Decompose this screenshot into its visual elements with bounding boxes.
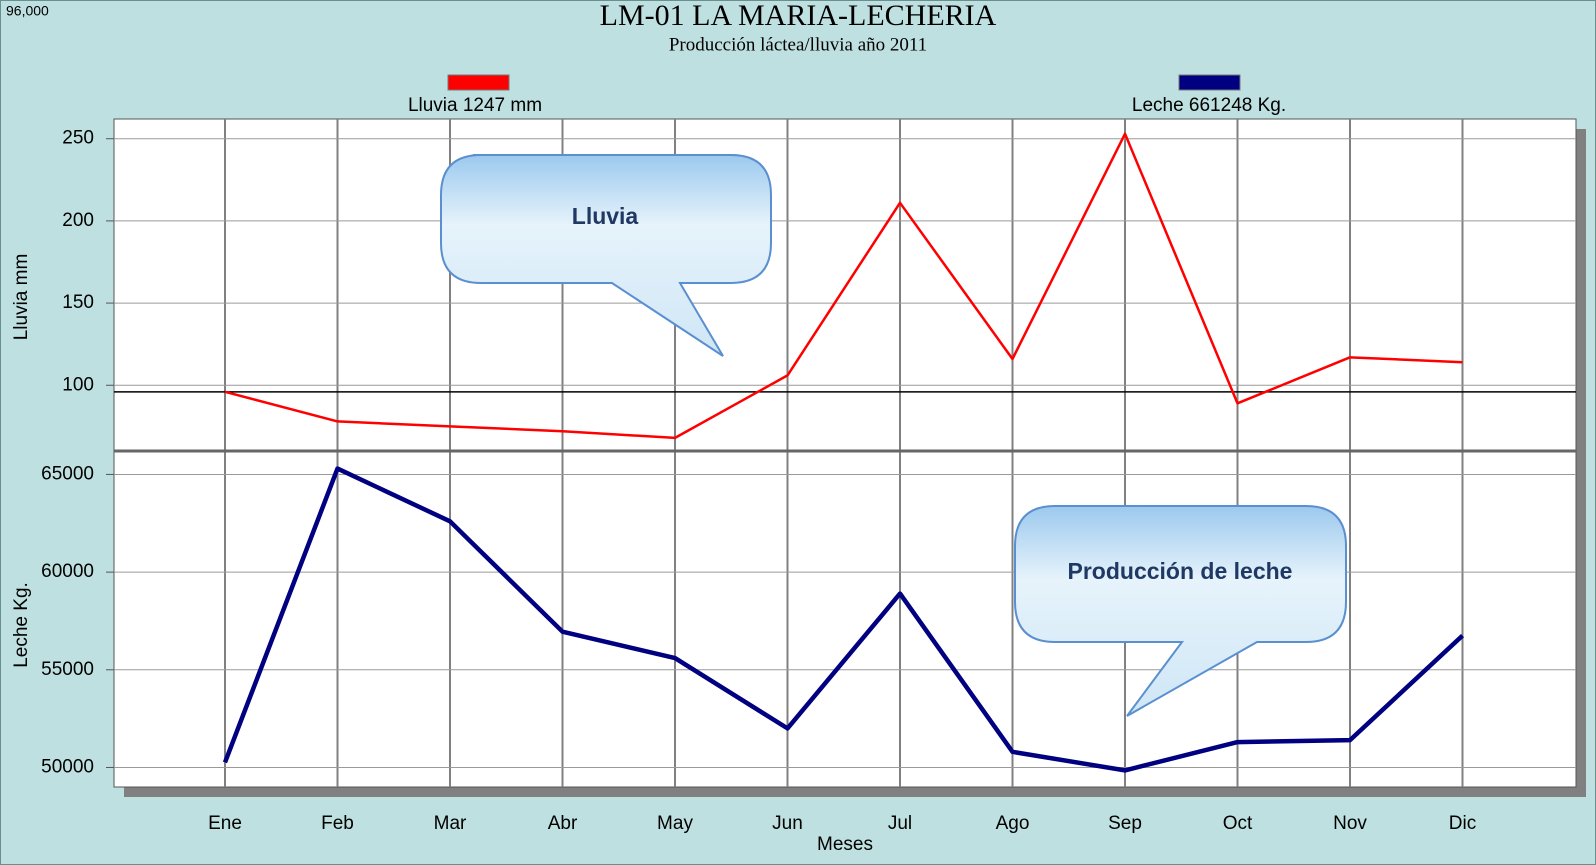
x-tick-label: Nov — [1333, 813, 1367, 834]
y-tick-label: 50000 — [41, 756, 94, 777]
legend-swatch — [447, 74, 510, 91]
cursor-label: 96,000 — [6, 3, 49, 19]
chart-subtitle: Producción láctea/lluvia año 2011 — [669, 34, 927, 55]
x-tick-label: May — [657, 813, 693, 834]
y-tick-label: 55000 — [41, 659, 94, 680]
y-tick-label: 150 — [62, 292, 94, 313]
x-tick-label: Dic — [1449, 813, 1476, 834]
grid — [106, 119, 1576, 787]
legend-swatch — [1178, 74, 1241, 91]
y-tick-label: 200 — [62, 210, 94, 231]
x-tick-label: Sep — [1108, 813, 1142, 834]
y-axis-title: Leche Kg. — [11, 582, 32, 668]
legend-label: Lluvia 1247 mm — [408, 95, 542, 116]
x-tick-label: Oct — [1223, 813, 1253, 834]
line-series — [224, 132, 1463, 440]
line-series — [222, 466, 1465, 773]
plot-area — [113, 118, 1577, 788]
x-tick-label: Mar — [434, 813, 467, 834]
x-tick-label: Ene — [208, 813, 242, 834]
y-tick-label: 100 — [62, 374, 94, 395]
y-axis-title: Lluvia mm — [11, 254, 32, 341]
x-tick-label: Ago — [996, 813, 1030, 834]
x-tick-label: Feb — [321, 813, 354, 834]
legend-label: Leche 661248 Kg. — [1132, 95, 1286, 116]
callout-text: Producción de leche — [1068, 558, 1293, 584]
callout — [440, 154, 772, 357]
callout — [1014, 505, 1347, 717]
x-tick-label: Jul — [888, 813, 912, 834]
x-tick-label: Jun — [772, 813, 803, 834]
marks — [114, 132, 1576, 773]
y-tick-label: 250 — [62, 128, 94, 149]
x-tick-label: Abr — [548, 813, 578, 834]
callout-text: Lluvia — [572, 203, 639, 229]
x-axis-title: Meses — [817, 834, 873, 855]
y-tick-label: 60000 — [41, 561, 94, 582]
y-tick-label: 65000 — [41, 463, 94, 484]
chart-title: LM-01 LA MARIA-LECHERIA — [600, 0, 997, 32]
